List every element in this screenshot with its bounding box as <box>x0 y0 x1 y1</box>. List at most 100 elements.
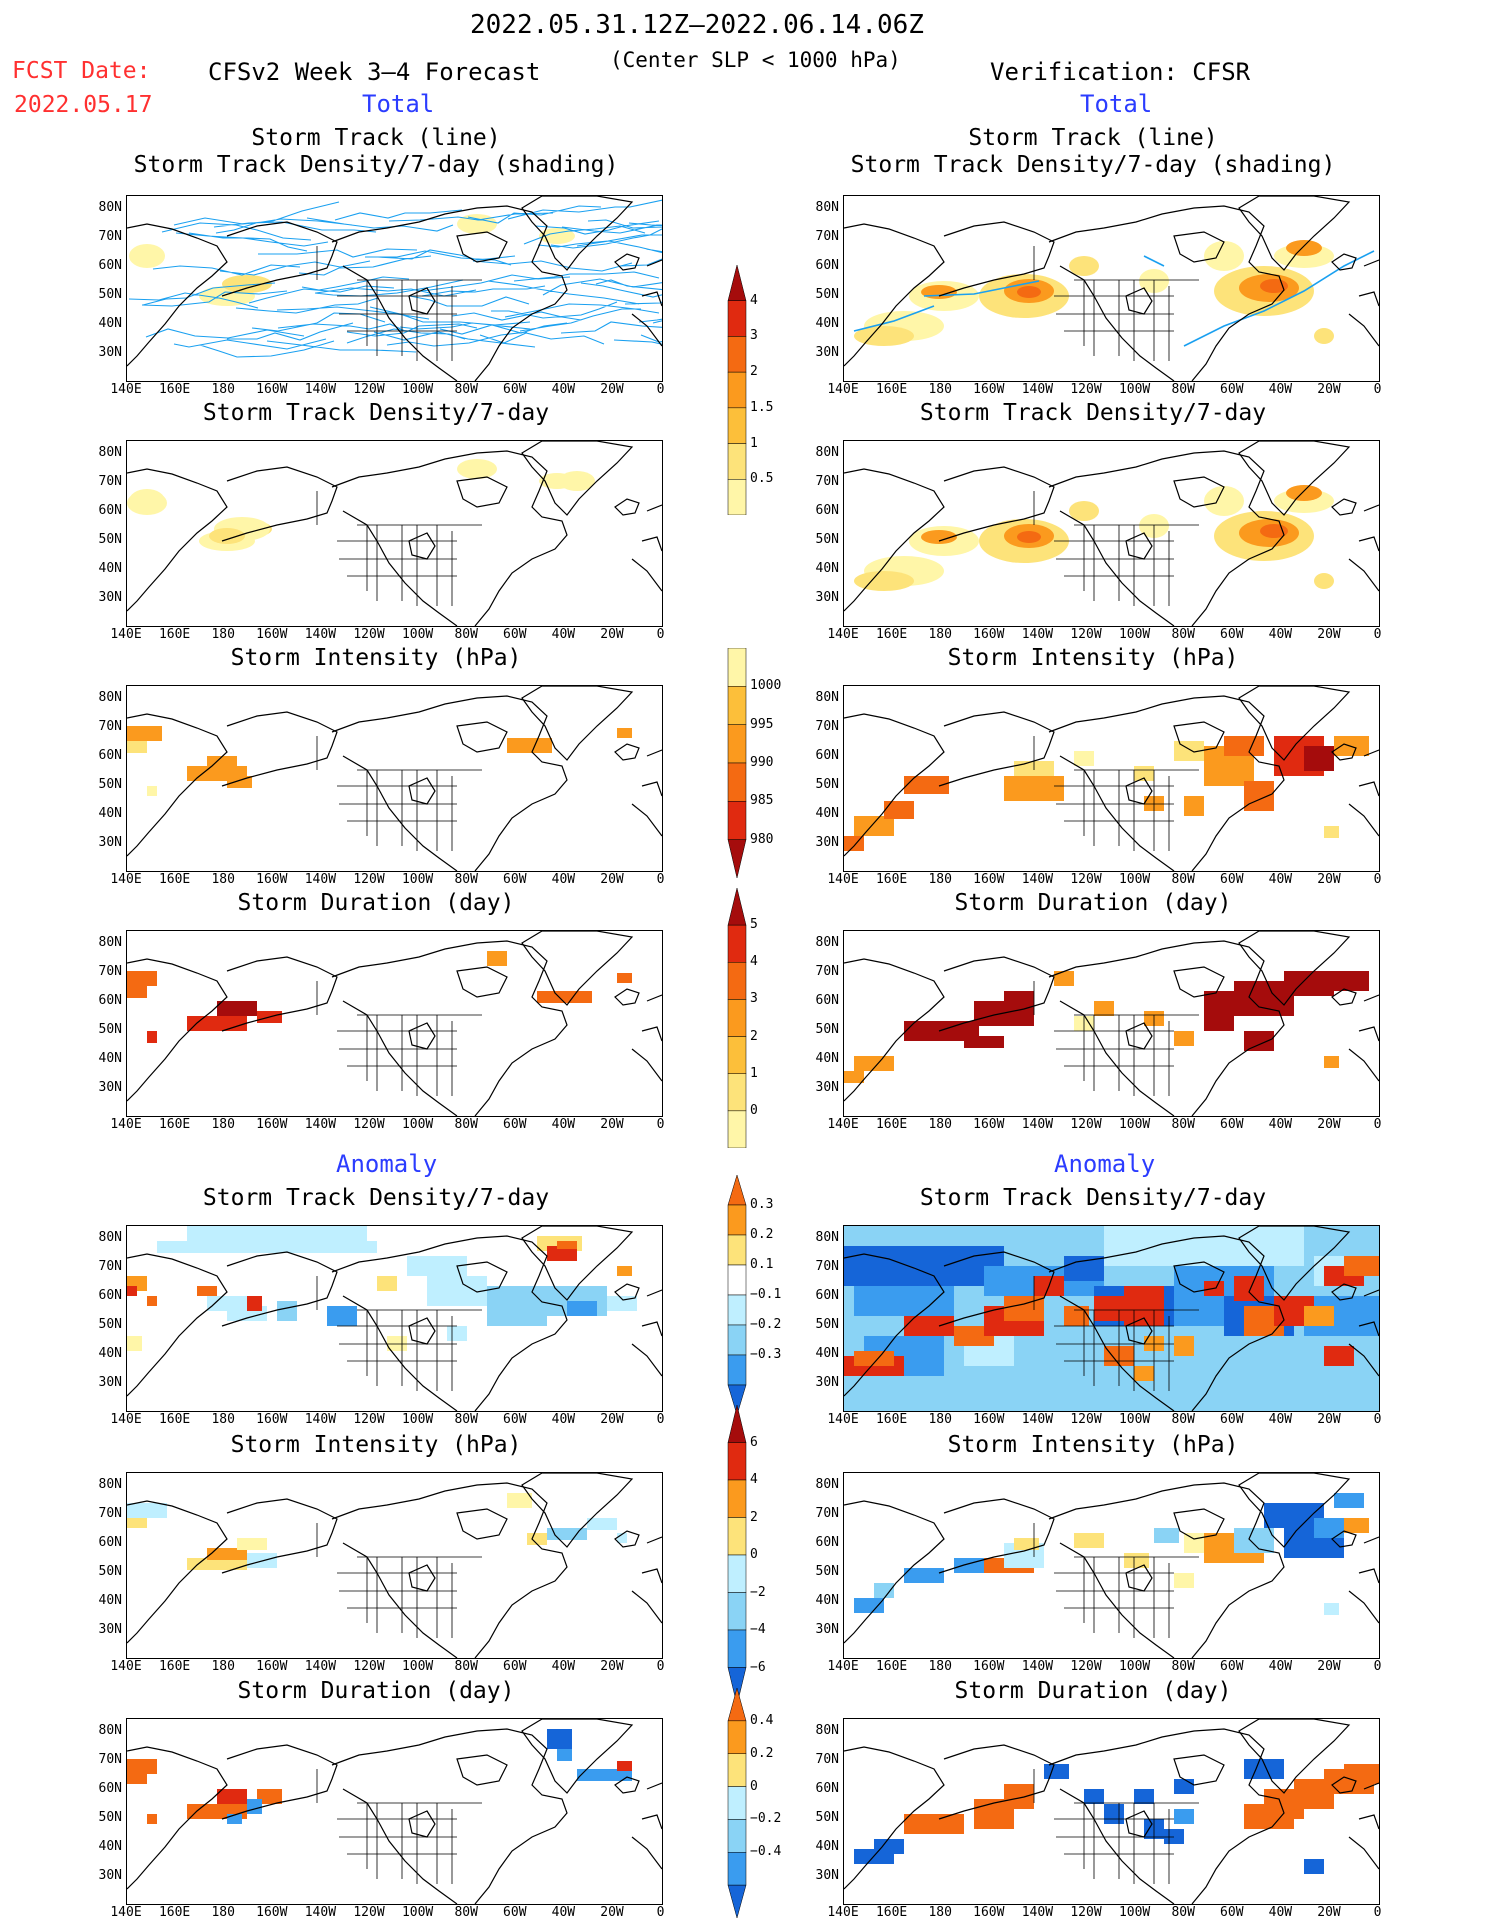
lat-label: 50N <box>98 1317 122 1332</box>
lon-label: 100W <box>401 872 434 887</box>
lon-label: 100W <box>1118 382 1151 397</box>
lat-label: 50N <box>815 287 839 302</box>
lat-label: 60N <box>815 1535 839 1550</box>
lon-label: 80W <box>1171 1905 1195 1920</box>
lat-label: 80N <box>98 445 122 460</box>
lon-label: 100W <box>1118 872 1151 887</box>
lat-label: 60N <box>98 748 122 763</box>
lat-label: 50N <box>815 1317 839 1332</box>
lon-label: 40W <box>551 1905 576 1920</box>
lat-label: 60N <box>815 1288 839 1303</box>
lon-label: 0 <box>1373 1905 1382 1920</box>
left-model-title: CFSv2 Week 3–4 Forecast <box>208 58 541 86</box>
panel-title-track-cfsv2: Storm Track (line) <box>251 125 501 151</box>
left-total-label: Total <box>362 90 435 118</box>
lon-label: 120W <box>353 627 385 642</box>
lon-label: 180 <box>211 1905 235 1920</box>
lon-label: 80W <box>1171 872 1195 887</box>
lon-label: 20W <box>1317 1659 1341 1674</box>
lon-label: 20W <box>600 1905 624 1920</box>
lon-label: 160E <box>158 382 191 397</box>
lon-label: 120W <box>1070 1905 1102 1920</box>
lon-label: 180 <box>211 382 235 397</box>
lat-label: 50N <box>815 1810 839 1825</box>
lon-label: 20W <box>1317 382 1341 397</box>
lat-label: 40N <box>815 561 839 576</box>
lon-label: 100W <box>401 627 434 642</box>
panel-title-aintensity-cfsr: Storm Intensity (hPa) <box>947 1432 1239 1458</box>
lon-label: 0 <box>656 1117 665 1132</box>
lat-label: 70N <box>815 474 839 489</box>
lat-label: 70N <box>815 229 839 244</box>
lat-label: 70N <box>98 964 122 979</box>
colorbar-label: 3 <box>750 328 758 344</box>
lon-label: 80W <box>454 1905 478 1920</box>
lon-label: 100W <box>1118 1412 1151 1427</box>
panel-title-aduration-cfsv2: Storm Duration (day) <box>237 1678 515 1704</box>
panel-title-adensity-cfsv2: Storm Track Density/7-day <box>202 1185 550 1211</box>
lat-label: 30N <box>815 1868 839 1883</box>
lon-label: 120W <box>1070 382 1102 397</box>
lon-label: 140E <box>827 1117 859 1132</box>
panel-title-intensity-cfsv2: Storm Intensity (hPa) <box>230 645 522 671</box>
lat-label: 70N <box>815 964 839 979</box>
lon-label: 120W <box>353 1412 385 1427</box>
lat-label: 50N <box>98 1022 122 1037</box>
lat-label: 50N <box>98 532 122 547</box>
map-panel-aduration-cfsv2 <box>126 1718 663 1905</box>
lon-label: 80W <box>1171 1412 1195 1427</box>
map-panel-aintensity-cfsr <box>843 1472 1380 1659</box>
lon-label: 60W <box>503 1117 527 1132</box>
colorbar-label: −2 <box>750 1584 766 1600</box>
colorbar-label: 985 <box>750 793 774 809</box>
lon-label: 0 <box>1373 1659 1382 1674</box>
lon-label: 100W <box>1118 627 1151 642</box>
lat-label: 60N <box>815 503 839 518</box>
lon-label: 80W <box>1171 627 1195 642</box>
colorbar-label: 980 <box>750 831 774 847</box>
lat-label: 70N <box>98 474 122 489</box>
lon-label: 100W <box>401 1412 434 1427</box>
lon-label: 20W <box>1317 1412 1341 1427</box>
map-panel-density-cfsv2 <box>126 440 663 627</box>
lon-label: 160E <box>158 627 191 642</box>
lat-label: 60N <box>98 503 122 518</box>
lat-label: 40N <box>98 1051 122 1066</box>
lon-label: 180 <box>928 1412 952 1427</box>
right-anomaly-label: Anomaly <box>1054 1150 1156 1178</box>
lon-label: 180 <box>928 382 952 397</box>
colorbar-label: 3 <box>750 991 758 1007</box>
lat-label: 60N <box>98 258 122 273</box>
colorbar-label: 0 <box>750 1102 758 1118</box>
lat-label: 80N <box>815 1477 839 1492</box>
lon-label: 140W <box>1021 627 1054 642</box>
lat-label: 40N <box>815 1051 839 1066</box>
lon-label: 120W <box>1070 1117 1102 1132</box>
threshold-label: (Center SLP < 1000 hPa) <box>610 48 901 72</box>
lat-label: 60N <box>98 1535 122 1550</box>
lon-label: 40W <box>1268 872 1293 887</box>
lon-label: 40W <box>551 1412 576 1427</box>
panel-title-track-cfsr: Storm Track (line) <box>968 125 1218 151</box>
lon-label: 20W <box>600 382 624 397</box>
colorbar-label: 0.1 <box>750 1257 774 1272</box>
lon-label: 160W <box>973 627 1005 642</box>
colorbar-label: 995 <box>750 716 774 732</box>
colorbar-label: 2 <box>750 364 758 380</box>
lat-label: 70N <box>98 719 122 734</box>
lon-label: 180 <box>928 1117 952 1132</box>
lon-label: 140W <box>304 872 337 887</box>
lat-label: 30N <box>98 1622 122 1637</box>
lon-label: 0 <box>656 627 665 642</box>
lon-label: 160E <box>158 1117 191 1132</box>
lon-label: 100W <box>401 1659 434 1674</box>
map-panel-aintensity-cfsv2 <box>126 1472 663 1659</box>
lon-label: 160W <box>973 382 1005 397</box>
lon-label: 160E <box>158 1659 191 1674</box>
lat-label: 40N <box>98 1839 122 1854</box>
lon-label: 140E <box>827 627 859 642</box>
lon-label: 40W <box>551 627 576 642</box>
lon-label: 60W <box>503 627 527 642</box>
lon-label: 60W <box>1220 1117 1244 1132</box>
lon-label: 80W <box>1171 1659 1195 1674</box>
